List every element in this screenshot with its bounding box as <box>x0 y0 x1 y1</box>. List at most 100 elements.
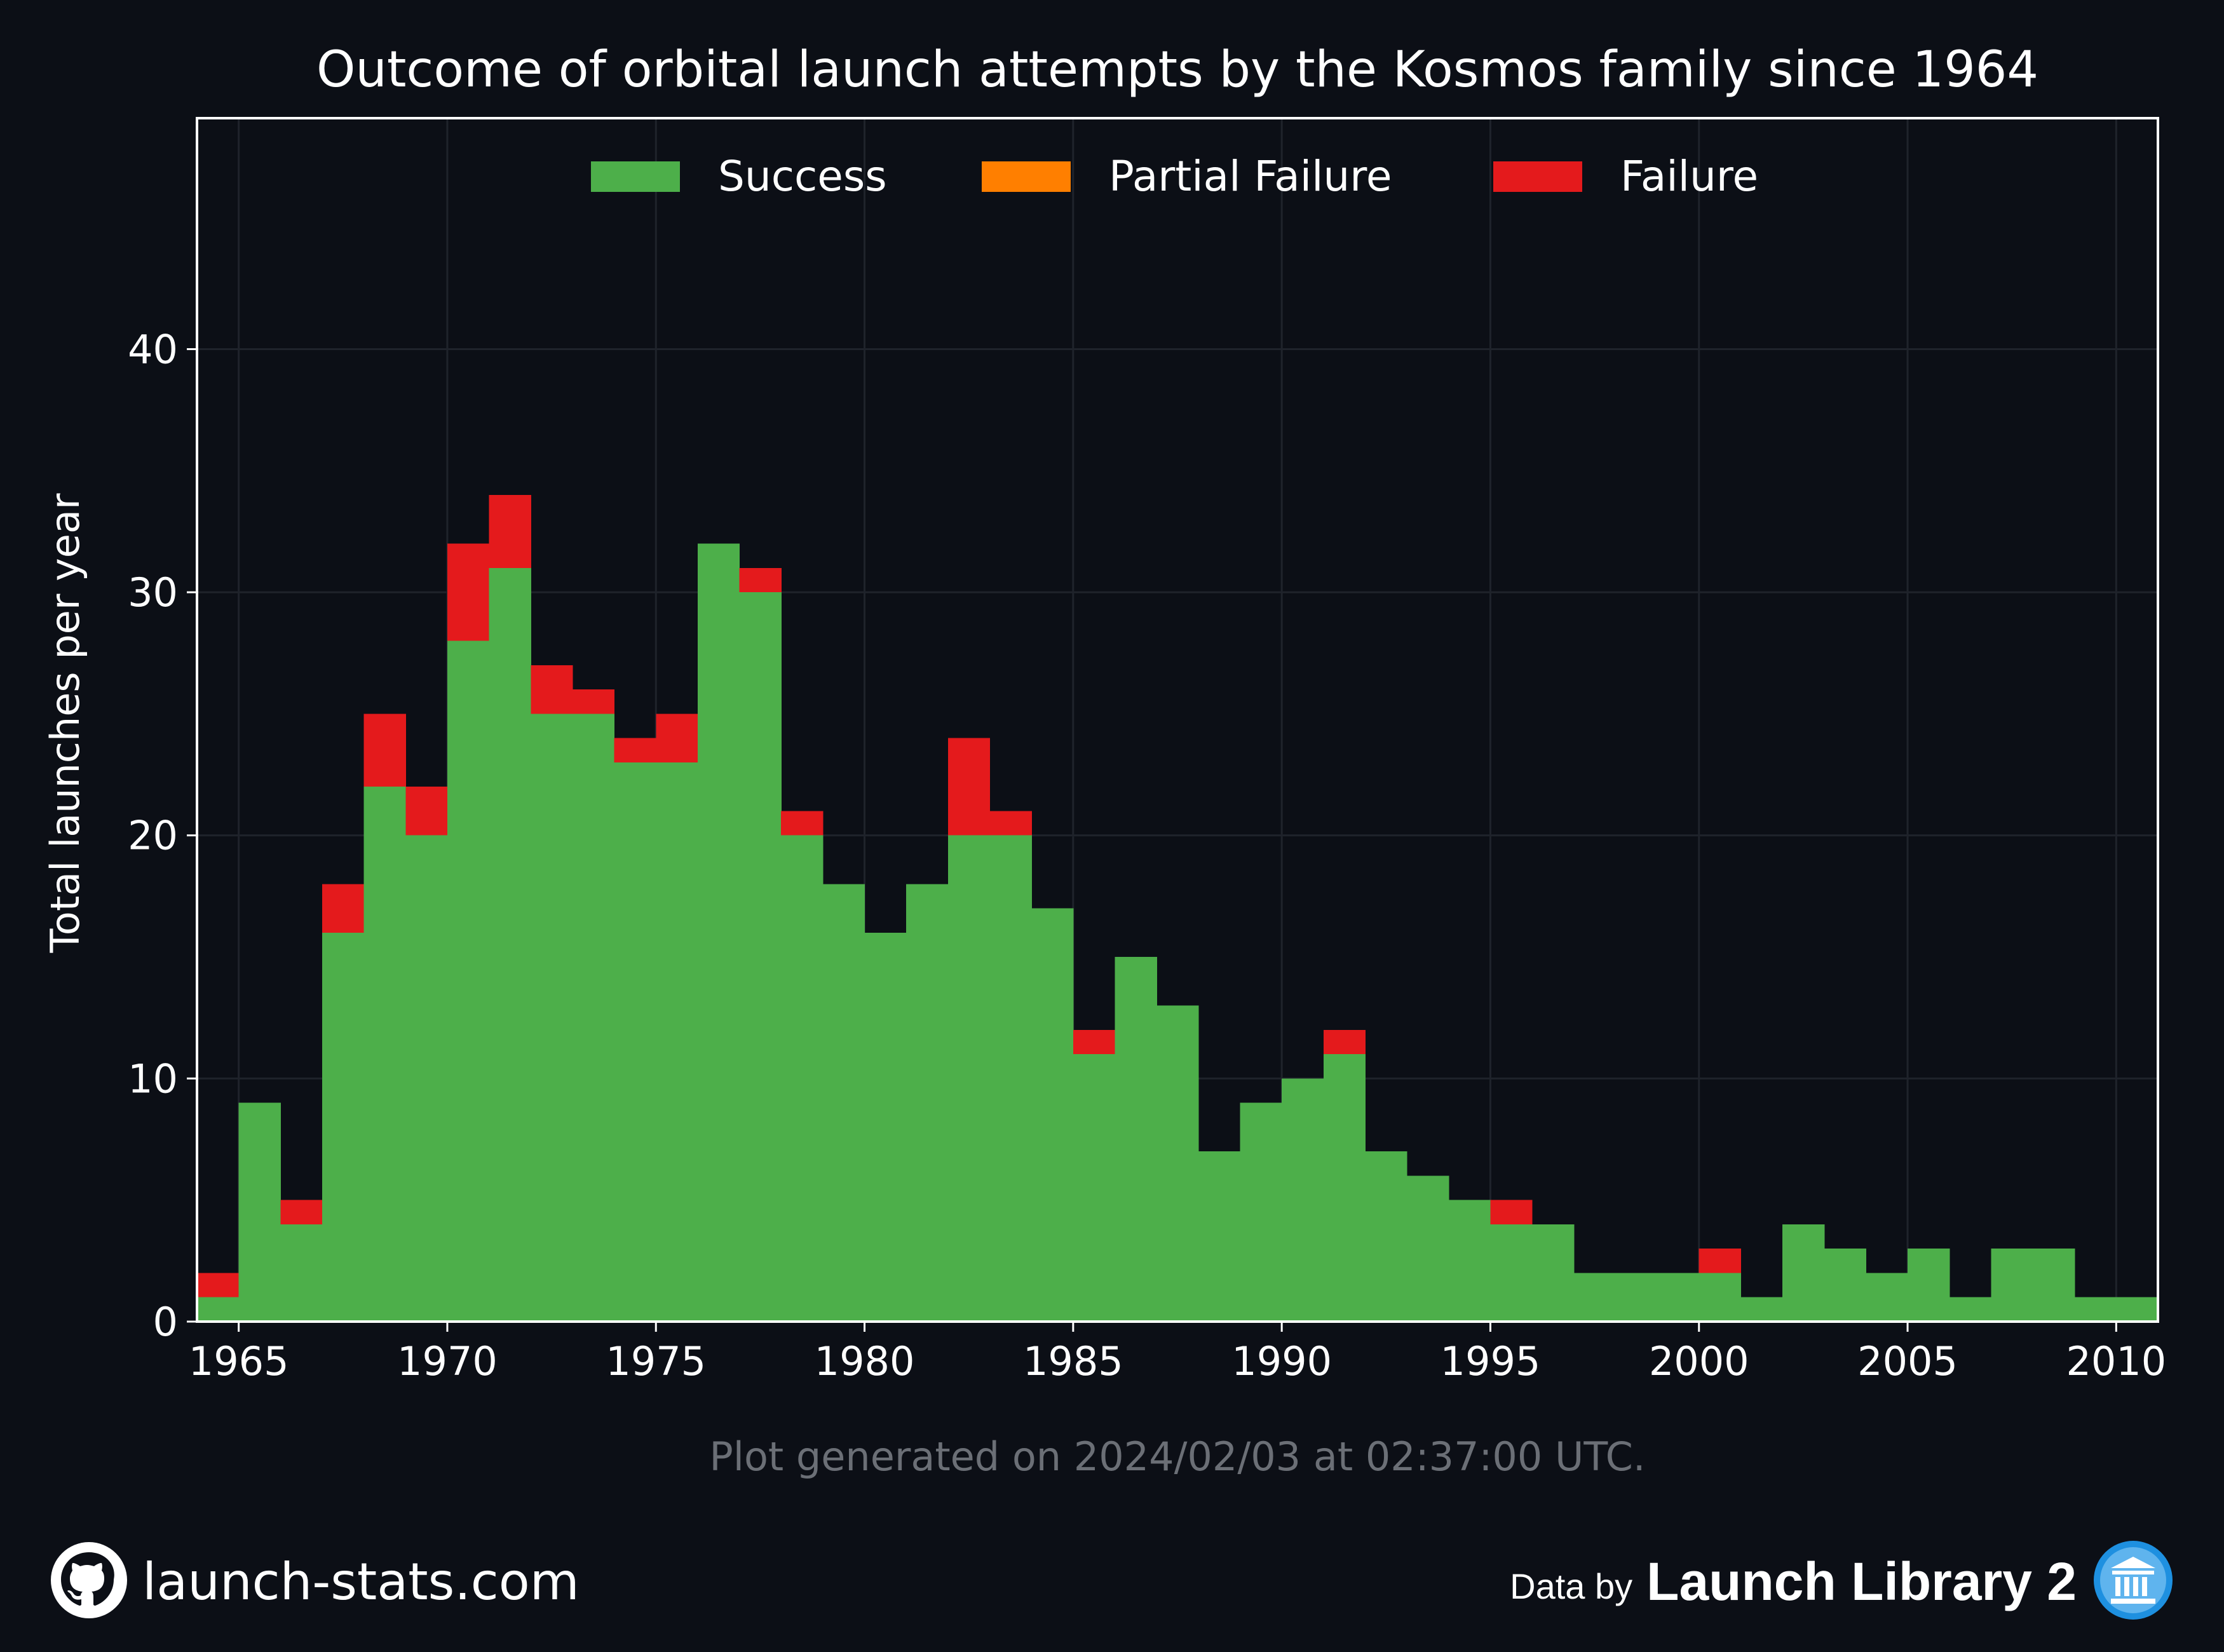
x-tick-label: 1975 <box>606 1338 706 1385</box>
y-tick-label: 10 <box>128 1055 178 1102</box>
y-tick-label: 0 <box>153 1299 178 1345</box>
x-tick-label: 1985 <box>1023 1338 1123 1385</box>
x-tick-label: 1965 <box>189 1338 289 1385</box>
x-tick-label: 1980 <box>815 1338 915 1385</box>
bar-success-1964 <box>197 1297 240 1322</box>
y-axis-label: Total launches per year <box>42 493 88 953</box>
bar-success-1966 <box>280 1224 323 1322</box>
x-tick-label: 2010 <box>2066 1338 2166 1385</box>
bar-success-1988 <box>1198 1151 1241 1322</box>
bar-failure-1971 <box>489 495 531 568</box>
x-axis-ticks: 1965 1970 1975 1980 1985 1990 1995 2000 2005 2010 <box>189 1322 2166 1385</box>
bar-success-2003 <box>1824 1249 1866 1322</box>
bar-success-1969 <box>405 835 448 1322</box>
legend-label: Success <box>718 152 887 201</box>
bar-failure-1967 <box>322 884 365 933</box>
bar-failure-1982 <box>947 738 991 836</box>
bar-failure-1968 <box>363 714 406 787</box>
bar-success-2008 <box>2033 1249 2075 1322</box>
bar-success-1994 <box>1448 1200 1491 1322</box>
bar-success-1992 <box>1365 1151 1407 1322</box>
y-axis-ticks: 0 10 20 30 40 <box>128 326 197 1345</box>
bar-success-1977 <box>739 592 782 1322</box>
bar-failure-1964 <box>197 1273 240 1297</box>
bar-success-1982 <box>947 835 991 1322</box>
bar-success-1975 <box>656 762 698 1322</box>
bar-success-1965 <box>238 1102 281 1322</box>
x-tick-label: 1995 <box>1441 1338 1541 1385</box>
x-tick-label: 2000 <box>1649 1338 1749 1385</box>
bar-success-1990 <box>1282 1078 1324 1322</box>
y-tick-label: 20 <box>128 813 178 859</box>
bar-success-2006 <box>1949 1297 1991 1322</box>
bar-success-1971 <box>489 567 531 1322</box>
data-by-label: Data by <box>1510 1566 1633 1606</box>
legend-swatch-partial-failure <box>982 161 1071 192</box>
bar-success-1999 <box>1657 1273 1700 1322</box>
x-tick-label: 2005 <box>1857 1338 1958 1385</box>
bar-failure-1995 <box>1490 1200 1533 1224</box>
github-icon <box>50 1541 128 1622</box>
bar-success-1983 <box>989 835 1032 1322</box>
bar-success-1989 <box>1240 1102 1282 1322</box>
bar-success-1981 <box>906 884 949 1322</box>
bar-success-2007 <box>1991 1249 2033 1322</box>
bar-failure-1978 <box>781 811 824 836</box>
bar-success-1985 <box>1073 1054 1116 1322</box>
legend-label: Failure <box>1620 152 1758 201</box>
bar-success-1995 <box>1490 1224 1533 1322</box>
chart-title: Outcome of orbital launch attempts by th… <box>316 41 2038 98</box>
bar-success-1987 <box>1156 1005 1199 1322</box>
site-link[interactable]: launch-stats.com <box>142 1552 580 1611</box>
bar-success-1970 <box>447 640 490 1322</box>
bar-success-1976 <box>697 543 740 1322</box>
legend-swatch-success <box>591 161 680 192</box>
bars <box>197 495 2159 1322</box>
bar-success-1974 <box>614 762 656 1322</box>
bar-success-1980 <box>864 932 907 1322</box>
bar-failure-1966 <box>280 1200 323 1224</box>
bar-failure-1972 <box>531 665 573 714</box>
x-tick-label: 1990 <box>1231 1338 1332 1385</box>
legend-swatch-failure <box>1493 161 1582 192</box>
legend: Success Partial Failure Failure <box>591 152 1758 201</box>
bar-success-2002 <box>1782 1224 1825 1322</box>
bar-success-2001 <box>1740 1297 1783 1322</box>
footer-credit: Data by Launch Library 2 <box>1510 1540 2174 1623</box>
library-icon <box>2092 1539 2174 1624</box>
bar-failure-1970 <box>447 543 490 641</box>
bar-success-1973 <box>572 714 615 1322</box>
bar-failure-1991 <box>1323 1029 1366 1055</box>
plot-frame <box>196 117 2159 1323</box>
bar-success-1996 <box>1532 1224 1575 1322</box>
bar-success-1991 <box>1323 1054 1366 1322</box>
bar-success-1984 <box>1031 908 1074 1322</box>
bar-success-1998 <box>1615 1273 1658 1322</box>
y-tick-label: 40 <box>128 326 178 372</box>
bar-failure-1977 <box>739 567 782 593</box>
bar-success-2000 <box>1699 1273 1742 1322</box>
bar-failure-1969 <box>405 787 448 836</box>
bar-failure-1975 <box>656 714 698 762</box>
footer-site[interactable]: launch-stats.com <box>50 1540 580 1623</box>
x-tick-label: 1970 <box>397 1338 498 1385</box>
bar-failure-1973 <box>572 689 615 714</box>
bar-success-2009 <box>2074 1297 2117 1322</box>
bar-failure-1974 <box>614 738 656 762</box>
bar-success-1979 <box>822 884 865 1322</box>
bar-success-1972 <box>531 714 573 1322</box>
provider-name[interactable]: Launch Library 2 <box>1646 1551 2077 1611</box>
bar-success-1967 <box>322 932 365 1322</box>
legend-label: Partial Failure <box>1109 152 1392 201</box>
bar-success-1978 <box>781 835 824 1322</box>
bar-success-2004 <box>1866 1273 1908 1322</box>
bar-success-1968 <box>363 787 406 1322</box>
bar-success-1993 <box>1407 1175 1449 1322</box>
bar-failure-1985 <box>1073 1029 1116 1055</box>
bar-failure-2000 <box>1699 1249 1742 1273</box>
y-tick-label: 30 <box>128 569 178 616</box>
bar-success-1997 <box>1573 1273 1617 1322</box>
bar-success-1986 <box>1115 957 1157 1322</box>
bar-success-2005 <box>1908 1249 1950 1322</box>
